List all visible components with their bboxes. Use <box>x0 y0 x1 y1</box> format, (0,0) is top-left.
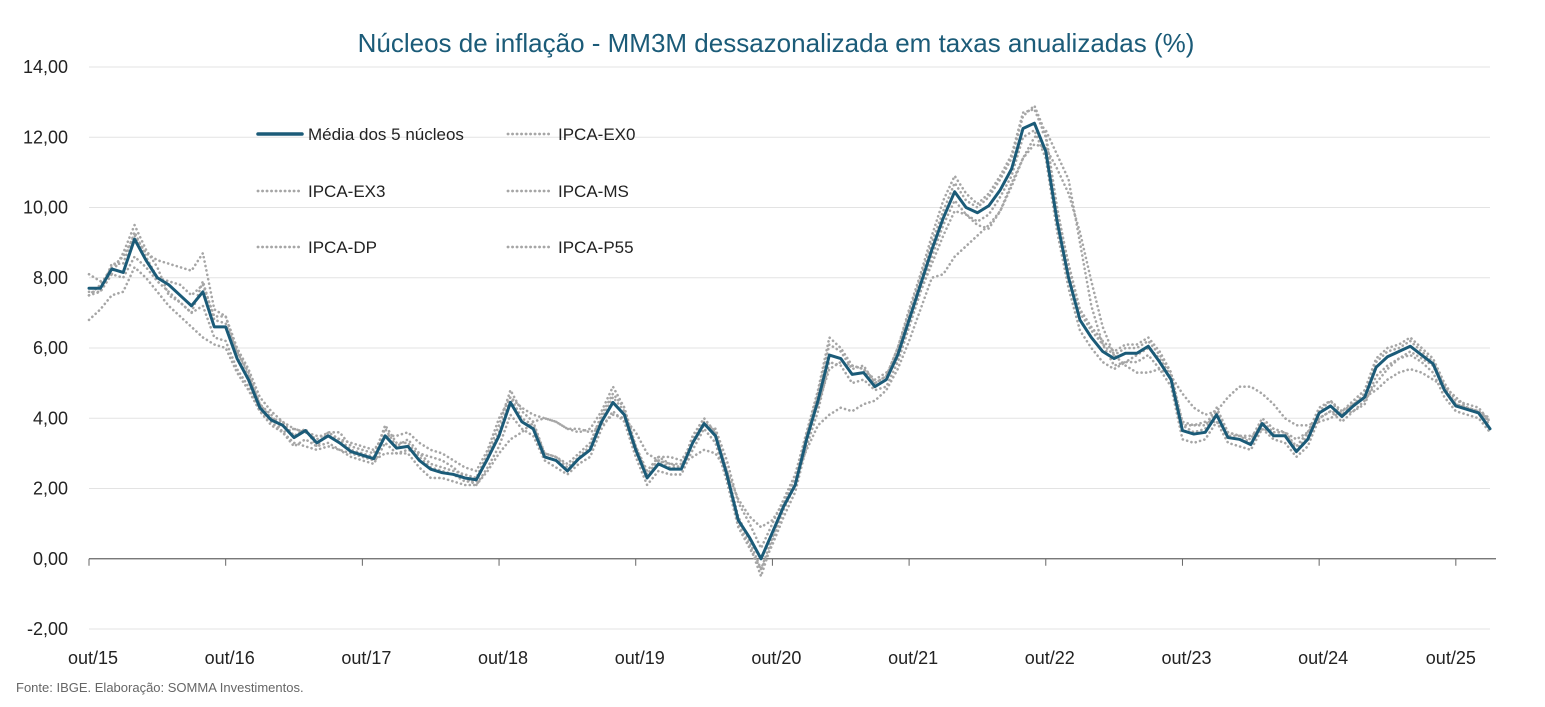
x-tick-label: out/18 <box>478 648 528 668</box>
x-tick-label: out/21 <box>888 648 938 668</box>
legend-label-ipca-p55: IPCA-P55 <box>558 238 634 257</box>
y-tick-label: 8,00 <box>33 268 68 288</box>
series-line-ipca-p55 <box>87 128 1492 571</box>
x-tick-label: out/17 <box>341 648 391 668</box>
series-line-ipca-ex0 <box>87 107 1492 571</box>
legend-label-ipca-dp: IPCA-DP <box>308 238 377 257</box>
series-line-ipca-dp <box>87 128 1492 550</box>
y-tick-label: 4,00 <box>33 408 68 428</box>
series-line-ipca-ms <box>87 142 1492 529</box>
legend-label-ipca-ex0: IPCA-EX0 <box>558 125 635 144</box>
legend: Média dos 5 núcleos IPCA-EX0 IPCA-EX3 IPCA-… <box>256 125 635 257</box>
x-tick-label: out/19 <box>615 648 665 668</box>
series-lines <box>87 104 1492 578</box>
y-tick-label: 12,00 <box>23 127 68 147</box>
x-tick-label: out/23 <box>1161 648 1211 668</box>
y-tick-label: 14,00 <box>23 57 68 77</box>
y-tick-label: 10,00 <box>23 198 68 218</box>
legend-label-ipca-ex3: IPCA-EX3 <box>308 182 385 201</box>
x-tick-label: out/16 <box>205 648 255 668</box>
x-tick-label: out/20 <box>751 648 801 668</box>
x-tick-label: out/22 <box>1025 648 1075 668</box>
y-tick-label: 0,00 <box>33 549 68 569</box>
series-line-m-dia-dos-5-n-cleos <box>87 121 1492 561</box>
y-tick-label: 2,00 <box>33 479 68 499</box>
legend-label-m-dia-dos-5-n-cleos: Média dos 5 núcleos <box>308 125 464 144</box>
y-tick-label: -2,00 <box>27 619 68 639</box>
legend-label-ipca-ms: IPCA-MS <box>558 182 629 201</box>
x-tick-label: out/25 <box>1426 648 1476 668</box>
x-tick-label: out/24 <box>1298 648 1348 668</box>
y-axis: -2,00 0,00 2,00 4,00 6,00 8,00 10,00 12,00 14,00 <box>23 57 68 639</box>
x-tick-label: out/15 <box>68 648 118 668</box>
grid-lines <box>89 66 1490 630</box>
y-tick-label: 6,00 <box>33 338 68 358</box>
chart-title: Núcleos de inflação - MM3M dessazonaliza… <box>358 28 1195 58</box>
source-note: Fonte: IBGE. Elaboração: SOMMA Investime… <box>16 680 304 695</box>
x-axis: out/15 out/16 out/17 out/18 out/19 out/20 out/… <box>68 558 1496 668</box>
